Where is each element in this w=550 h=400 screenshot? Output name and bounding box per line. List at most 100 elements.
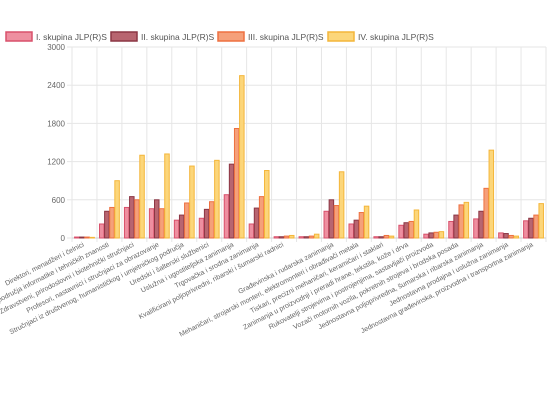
bar[interactable] [483,187,489,239]
bar[interactable] [84,236,90,239]
bar[interactable] [123,206,130,239]
bar[interactable] [438,231,445,239]
bar[interactable] [313,233,320,239]
bar[interactable] [358,212,365,239]
gridlines [67,46,547,242]
bar[interactable] [388,235,395,239]
legend-label: II. skupina JLP(R)S [141,32,215,42]
bar[interactable] [498,232,504,239]
bar[interactable] [139,154,145,239]
bar[interactable] [303,236,310,239]
bar[interactable] [189,165,195,239]
bar[interactable] [503,233,509,239]
bar[interactable] [79,236,85,239]
bar[interactable] [228,163,235,239]
bar[interactable] [463,201,470,239]
bar[interactable] [109,206,115,239]
bars [74,75,544,239]
legend-label: I. skupina JLP(R)S [36,32,107,42]
bar[interactable] [308,235,315,239]
y-axis: 0 600 1200 1800 2400 3000 [47,43,65,243]
bar[interactable] [488,149,495,239]
legend: I. skupina JLP(R)S II. skupina JLP(R)S III… [5,31,434,42]
legend-swatch [327,31,355,42]
bar[interactable] [528,217,534,239]
bar[interactable] [129,196,135,239]
bar[interactable] [533,214,539,239]
bar[interactable] [264,170,270,239]
bar[interactable] [288,234,295,239]
bar[interactable] [383,234,390,239]
bar[interactable] [154,199,160,239]
bar[interactable] [273,236,280,239]
bar[interactable] [278,236,285,239]
bar[interactable] [159,208,165,239]
bar[interactable] [428,232,434,239]
bar[interactable] [373,236,379,239]
bar[interactable] [333,205,340,239]
bar[interactable] [209,201,215,239]
bar[interactable] [198,217,205,239]
bar[interactable] [453,214,459,239]
y-tick-label: 0 [61,234,66,243]
legend-swatch [110,31,138,42]
bar[interactable] [148,208,155,239]
bar[interactable] [433,231,440,239]
bar[interactable] [458,204,464,239]
bar[interactable] [448,220,454,239]
bar[interactable] [239,75,245,239]
bar[interactable] [173,219,180,239]
legend-item[interactable]: IV. skupina JLP(R)S [327,31,434,42]
y-tick-label: 1800 [47,119,65,128]
bar[interactable] [184,202,190,239]
bar[interactable] [98,223,105,239]
bar[interactable] [323,210,330,239]
bar[interactable] [328,199,335,239]
legend-label: III. skupina JLP(R)S [248,32,324,42]
bar[interactable] [114,180,120,239]
bar[interactable] [478,210,484,239]
bar[interactable] [214,159,220,239]
bar[interactable] [298,236,305,239]
bar[interactable] [348,223,354,239]
bar[interactable] [413,209,420,239]
bar[interactable] [508,234,514,239]
bar[interactable] [258,196,265,239]
bar[interactable] [513,235,520,239]
bar[interactable] [423,233,429,239]
x-tick-label: Stručnjaci iz društvenog, humanističkog … [9,241,186,336]
bar[interactable] [248,223,255,239]
bar[interactable] [233,127,240,239]
y-tick-label: 1200 [47,158,65,167]
legend-item[interactable]: I. skupina JLP(R)S [5,31,107,42]
bar[interactable] [253,207,260,239]
bar[interactable] [104,210,110,239]
bar[interactable] [89,236,95,239]
bar[interactable] [134,199,140,239]
bar[interactable] [178,214,185,239]
bar[interactable] [473,218,479,239]
bar[interactable] [338,171,345,239]
bar[interactable] [164,153,170,239]
bar[interactable] [363,205,370,239]
bar[interactable] [353,219,360,239]
legend-item[interactable]: II. skupina JLP(R)S [110,31,215,42]
bar[interactable] [283,235,290,239]
bar[interactable] [203,208,210,239]
bar[interactable] [74,236,80,239]
legend-item[interactable]: III. skupina JLP(R)S [217,31,324,42]
bar[interactable] [403,222,409,239]
legend-label: IV. skupina JLP(R)S [358,32,434,42]
bar[interactable] [538,203,544,239]
bar[interactable] [398,224,404,239]
bar[interactable] [523,220,529,239]
y-tick-label: 600 [52,196,66,205]
bar[interactable] [408,220,415,239]
bar[interactable] [223,194,230,239]
x-axis: Direktori, menadžeri i čelniciStručnjaci… [0,241,535,338]
legend-swatch [217,31,245,42]
bar[interactable] [378,236,385,239]
y-tick-label: 2400 [47,81,65,90]
